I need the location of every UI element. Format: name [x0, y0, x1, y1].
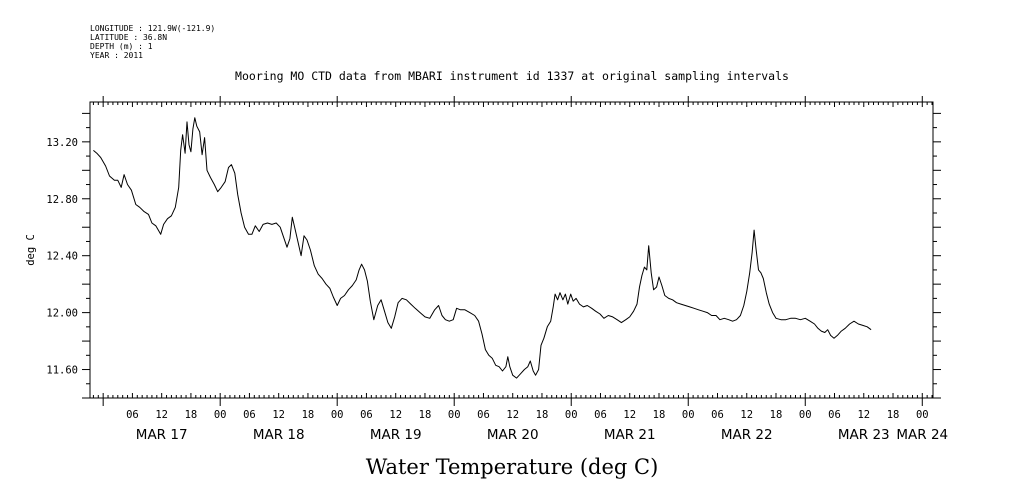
longitude-label: LONGITUDE : 121.9W(-121.9) — [90, 24, 215, 33]
y-tick-label: 12.00 — [46, 308, 78, 320]
y-axis-label: deg C — [25, 234, 37, 266]
x-date-label: MAR 20 — [487, 427, 539, 443]
x-hour-tick-label: 00 — [682, 409, 695, 421]
x-hour-tick-label: 00 — [799, 409, 812, 421]
x-hour-tick-label: 12 — [740, 409, 753, 421]
x-hour-tick-label: 12 — [623, 409, 636, 421]
x-hour-tick-label: 18 — [887, 409, 900, 421]
x-hour-tick-label: 00 — [448, 409, 461, 421]
x-hour-tick-label: 12 — [155, 409, 168, 421]
x-hour-tick-label: 12 — [506, 409, 519, 421]
x-hour-tick-label: 06 — [126, 409, 139, 421]
x-date-label: MAR 18 — [253, 427, 305, 443]
plot-frame — [89, 101, 934, 399]
x-hour-tick-label: 00 — [565, 409, 578, 421]
x-hour-tick-label: 12 — [389, 409, 402, 421]
x-tick-labels: 06 12 18 00 06 12 18 00 06 12 18 00 06 12 18 00 06 12 18 00… — [126, 409, 929, 421]
x-hour-tick-label: 18 — [185, 409, 198, 421]
x-date-label: MAR 21 — [604, 427, 656, 443]
x-hour-tick-label: 18 — [536, 409, 549, 421]
x-hour-tick-label: 12 — [272, 409, 285, 421]
x-date-label: MAR 22 — [721, 427, 773, 443]
x-hour-tick-label: 18 — [770, 409, 783, 421]
x-hour-tick-label: 06 — [711, 409, 724, 421]
depth-label: DEPTH (m) : 1 — [90, 42, 153, 51]
x-hour-tick-label: 06 — [243, 409, 256, 421]
x-hour-tick-label: 06 — [477, 409, 490, 421]
chart-title: Mooring MO CTD data from MBARI instrumen… — [235, 69, 789, 83]
y-tick-label: 12.40 — [46, 251, 78, 263]
x-hour-tick-label: 00 — [214, 409, 227, 421]
year-label: YEAR : 2011 — [90, 51, 143, 60]
x-axis-label: Water Temperature (deg C) — [366, 455, 659, 479]
x-hour-tick-label: 00 — [331, 409, 344, 421]
y-tick-label: 11.60 — [46, 365, 78, 377]
x-date-labels: MAR 17 MAR 18 MAR 19 MAR 20 MAR 21 MAR 22 MAR … — [136, 427, 948, 443]
x-date-label: MAR 17 — [136, 427, 188, 443]
x-hour-tick-label: 18 — [653, 409, 666, 421]
temperature-series-line — [93, 117, 872, 379]
x-hour-tick-label: 18 — [419, 409, 432, 421]
series-group — [93, 117, 872, 379]
y-tick-label: 13.20 — [46, 137, 78, 149]
x-date-label: MAR 23 — [838, 427, 890, 443]
x-hour-tick-label: 18 — [302, 409, 315, 421]
x-hour-tick-label: 12 — [857, 409, 870, 421]
latitude-label: LATITUDE : 36.8N — [90, 33, 167, 42]
y-tick-label: 12.80 — [46, 194, 78, 206]
x-hour-tick-label: 06 — [360, 409, 373, 421]
x-date-label: MAR 24 — [896, 427, 948, 443]
x-date-label: MAR 19 — [370, 427, 422, 443]
y-tick-labels: 11.60 12.00 12.40 12.80 13.20 — [46, 137, 78, 377]
x-hour-tick-label: 06 — [594, 409, 607, 421]
x-hour-tick-label: 00 — [916, 409, 929, 421]
x-hour-tick-label: 06 — [828, 409, 841, 421]
